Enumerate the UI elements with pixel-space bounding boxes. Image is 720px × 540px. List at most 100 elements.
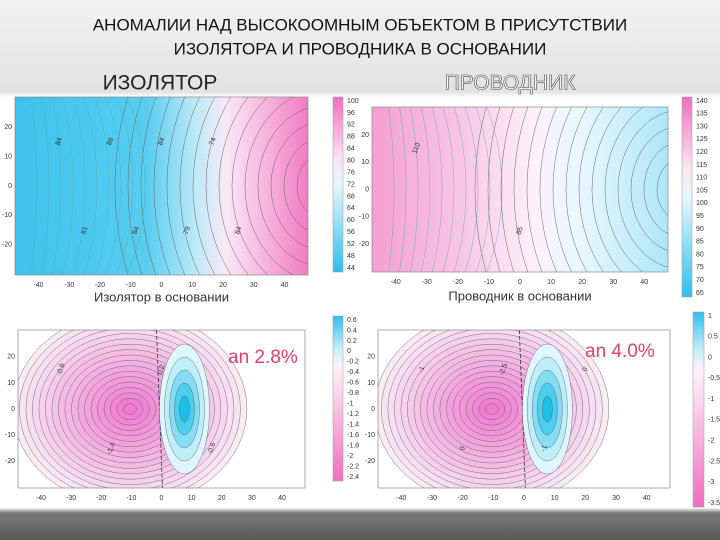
contour-plot (18, 330, 305, 488)
contour-label: -1 (418, 365, 427, 373)
contour (539, 107, 558, 272)
colorbar-label: 0 (347, 348, 351, 355)
contour-label: 84 (55, 137, 64, 147)
colorbar (332, 96, 344, 273)
colorbar-label: 96 (347, 110, 355, 117)
x-tick-label: 40 (278, 495, 286, 502)
x-tick-label: 20 (581, 495, 589, 502)
contour (643, 144, 668, 235)
contour (475, 107, 491, 272)
contour (62, 97, 74, 275)
x-tick-label: -20 (453, 279, 463, 286)
contour (500, 107, 515, 272)
colorbar-label: 100 (696, 200, 708, 207)
contour (105, 97, 122, 275)
contour-label: 0 (459, 445, 467, 451)
x-tick-label: 20 (219, 282, 227, 289)
colorbar-label: 95 (696, 213, 704, 220)
colorbar-label: 115 (696, 162, 707, 169)
y-tick-label: 0 (371, 406, 375, 413)
contour (485, 403, 499, 415)
colorbar-label: -0.2 (347, 359, 359, 366)
colorbar-label: 60 (347, 217, 355, 224)
x-tick-label: -10 (488, 495, 498, 502)
contour (542, 395, 553, 423)
colorbar-label: 80 (696, 251, 704, 258)
x-tick-label: 0 (160, 282, 164, 289)
contour (30, 97, 38, 275)
contour (84, 97, 98, 275)
plot-fill (372, 107, 668, 272)
x-tick-label: -10 (484, 279, 494, 286)
contour (617, 111, 668, 268)
x-tick-label: 0 (160, 495, 164, 502)
x-tick-label: -30 (66, 495, 76, 502)
colorbar-label: 76 (347, 169, 355, 176)
contour (127, 97, 143, 275)
x-tick-label: 10 (547, 279, 555, 286)
colorbar-label: 125 (696, 136, 708, 143)
contour-label: 74 (208, 137, 217, 147)
x-tick-label: -40 (396, 495, 406, 502)
colorbar-label: 135 (696, 111, 708, 118)
y-tick-label: -10 (365, 432, 375, 439)
y-tick-label: 20 (7, 354, 15, 361)
contour (114, 97, 129, 275)
colorbar-label: 130 (696, 123, 708, 130)
x-tick-label: 30 (250, 282, 258, 289)
contour-plot (15, 97, 308, 275)
x-tick-label: 20 (578, 279, 586, 286)
colorbar-label: 120 (696, 149, 708, 156)
x-tick-label: 10 (188, 282, 196, 289)
contour (123, 403, 137, 415)
colorbar-label: -0.5 (708, 375, 720, 382)
contour (453, 107, 467, 272)
contour (487, 107, 501, 272)
x-tick-label: -20 (95, 282, 105, 289)
y-tick-label: -20 (5, 458, 15, 465)
colorbar-label: 44 (347, 265, 355, 272)
contour (94, 97, 110, 275)
plot-frame (377, 329, 671, 489)
x-tick-label: -10 (126, 282, 136, 289)
annotation: an 2.8% (228, 347, 298, 368)
colorbar-label: -1 (347, 401, 353, 408)
title-line: ИЗОЛЯТОРА И ПРОВОДНИКА В ОСНОВАНИИ (174, 39, 547, 58)
y-tick-label: 20 (361, 132, 369, 139)
contour (442, 107, 455, 272)
x-tick-label: -30 (64, 282, 74, 289)
y-tick-label: 0 (11, 406, 15, 413)
contour (604, 107, 644, 272)
colorbar-label: 75 (696, 264, 704, 271)
contour (116, 97, 134, 275)
y-tick-label: 10 (361, 159, 369, 166)
column-header: ПРОВОДНИК (445, 72, 577, 95)
colorbar-label: 56 (347, 229, 355, 236)
x-tick-label: 40 (643, 495, 651, 502)
x-tick-label: 30 (248, 495, 256, 502)
contour (630, 127, 668, 252)
contour (410, 107, 419, 272)
colorbar-label: 0.5 (708, 334, 718, 341)
contour (166, 97, 186, 275)
colorbar-label: 72 (347, 181, 355, 188)
contour-label: 0.2 (157, 364, 167, 376)
colorbar-label: 0.6 (347, 317, 357, 324)
colorbar-label: 110 (696, 175, 707, 182)
contour (552, 107, 572, 272)
y-tick-label: -20 (365, 458, 375, 465)
title-line: АНОМАЛИИ НАД ВЫСОКООМНЫМ ОБЪЕКТОМ В ПРИС… (93, 15, 627, 34)
contour (421, 107, 431, 272)
contour-label: -0.8 (56, 363, 67, 377)
colorbar-label: -2.2 (347, 463, 359, 470)
contour (179, 97, 200, 275)
contour-label: 81 (80, 226, 89, 236)
contour-label: 0 (582, 366, 590, 372)
contour-label: -1 (540, 444, 549, 452)
colorbar-label: -2 (347, 453, 353, 460)
contour (231, 97, 269, 275)
contour (205, 97, 232, 275)
contour-label: 85 (516, 226, 525, 236)
colorbar-label: 0.2 (347, 338, 357, 345)
y-tick-label: -10 (2, 212, 12, 219)
